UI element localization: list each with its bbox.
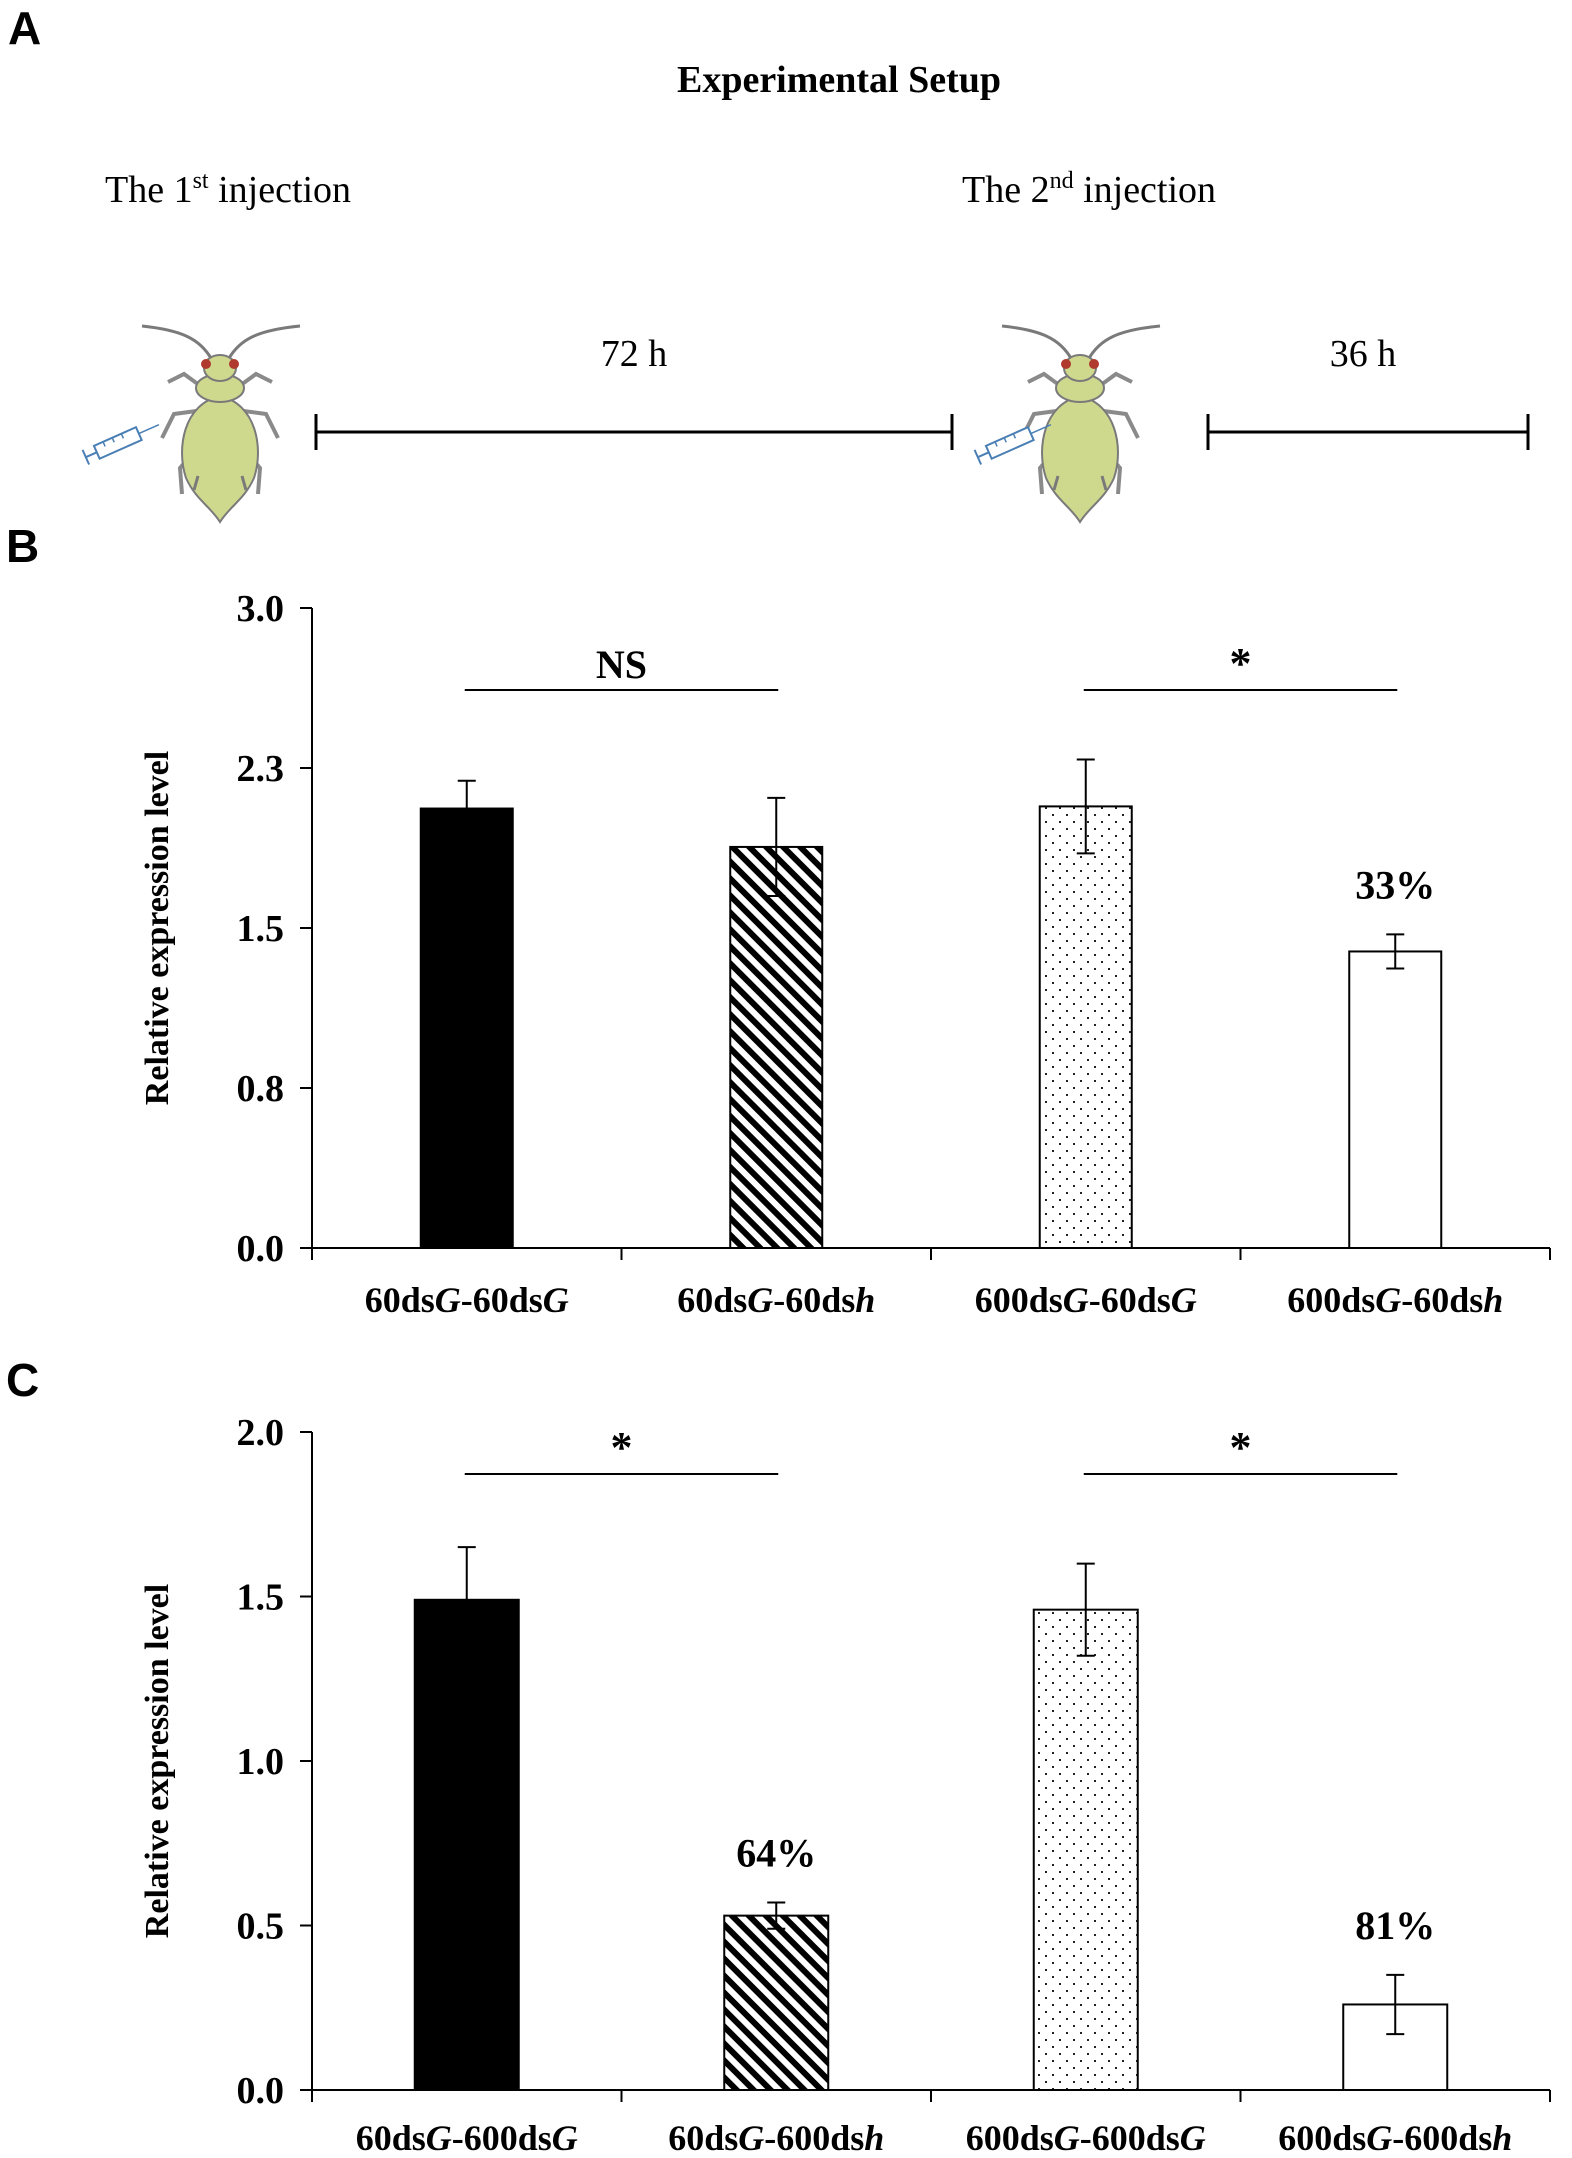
bar <box>1348 950 1443 1249</box>
y-tick-label: 0.5 <box>237 1906 285 1948</box>
timeline-72h <box>314 414 954 450</box>
significance-label: NS <box>596 642 647 687</box>
bar-percent-label: 64% <box>736 1830 816 1875</box>
chart-b: 0.0 0.8 1.5 2.3 3.0 Relative expression level… <box>139 588 1551 1320</box>
significance-label: * <box>611 1423 633 1472</box>
y-tick-label: 0.8 <box>237 1068 285 1110</box>
bar <box>723 1914 830 2091</box>
x-category-label: 60dsG-600dsG <box>356 2118 578 2158</box>
interval-36h-label: 36 h <box>1330 333 1397 375</box>
x-category-label: 60dsG-60dsG <box>365 1280 569 1320</box>
first-injection-label: The 1st injection <box>105 168 351 211</box>
panel-c-label: C <box>6 1354 39 1406</box>
aphid-icon <box>1000 324 1162 524</box>
x-category-label: 60dsG-60dsh <box>677 1280 875 1320</box>
interval-72h-label: 72 h <box>601 333 668 375</box>
panel-b-label: B <box>6 520 39 572</box>
timeline-36h <box>1206 414 1530 450</box>
aphid-icon <box>140 324 302 524</box>
y-tick-label: 1.5 <box>237 908 285 950</box>
syringe-icon <box>81 416 164 466</box>
x-category-label: 600dsG-60dsG <box>975 1280 1197 1320</box>
bar <box>1038 805 1133 1250</box>
y-tick-label: 1.0 <box>237 1741 285 1783</box>
bar-percent-label: 33% <box>1355 862 1435 907</box>
x-category-label: 600dsG-600dsh <box>1278 2118 1512 2158</box>
y-tick-label: 3.0 <box>237 588 285 630</box>
y-tick-label: 0.0 <box>237 1228 285 1270</box>
x-category-label: 600dsG-600dsG <box>966 2118 1206 2158</box>
chart-c: 0.0 0.5 1.0 1.5 2.0 Relative expression level… <box>139 1412 1551 2158</box>
bar <box>419 807 514 1249</box>
y-axis-label: Relative expression level <box>139 751 176 1105</box>
y-tick-label: 2.0 <box>237 1412 285 1454</box>
panel-a-label: A <box>8 2 41 54</box>
bar <box>413 1598 520 2092</box>
significance-label: * <box>1230 639 1252 688</box>
y-tick-label: 1.5 <box>237 1577 285 1619</box>
y-axis-label: Relative expression level <box>139 1584 176 1938</box>
panel-a: A Experimental Setup The 1st injection T… <box>8 2 1530 524</box>
setup-title: Experimental Setup <box>677 59 1001 101</box>
y-tick-label: 0.0 <box>237 2070 285 2112</box>
x-category-label: 600dsG-60dsh <box>1287 1280 1503 1320</box>
bar-percent-label: 81% <box>1355 1903 1435 1948</box>
bar <box>729 845 824 1250</box>
x-category-label: 60dsG-600dsh <box>668 2118 884 2158</box>
bar <box>1032 1608 1139 2092</box>
second-injection-label: The 2nd injection <box>962 168 1216 211</box>
significance-label: * <box>1230 1423 1252 1472</box>
y-tick-label: 2.3 <box>237 748 285 790</box>
